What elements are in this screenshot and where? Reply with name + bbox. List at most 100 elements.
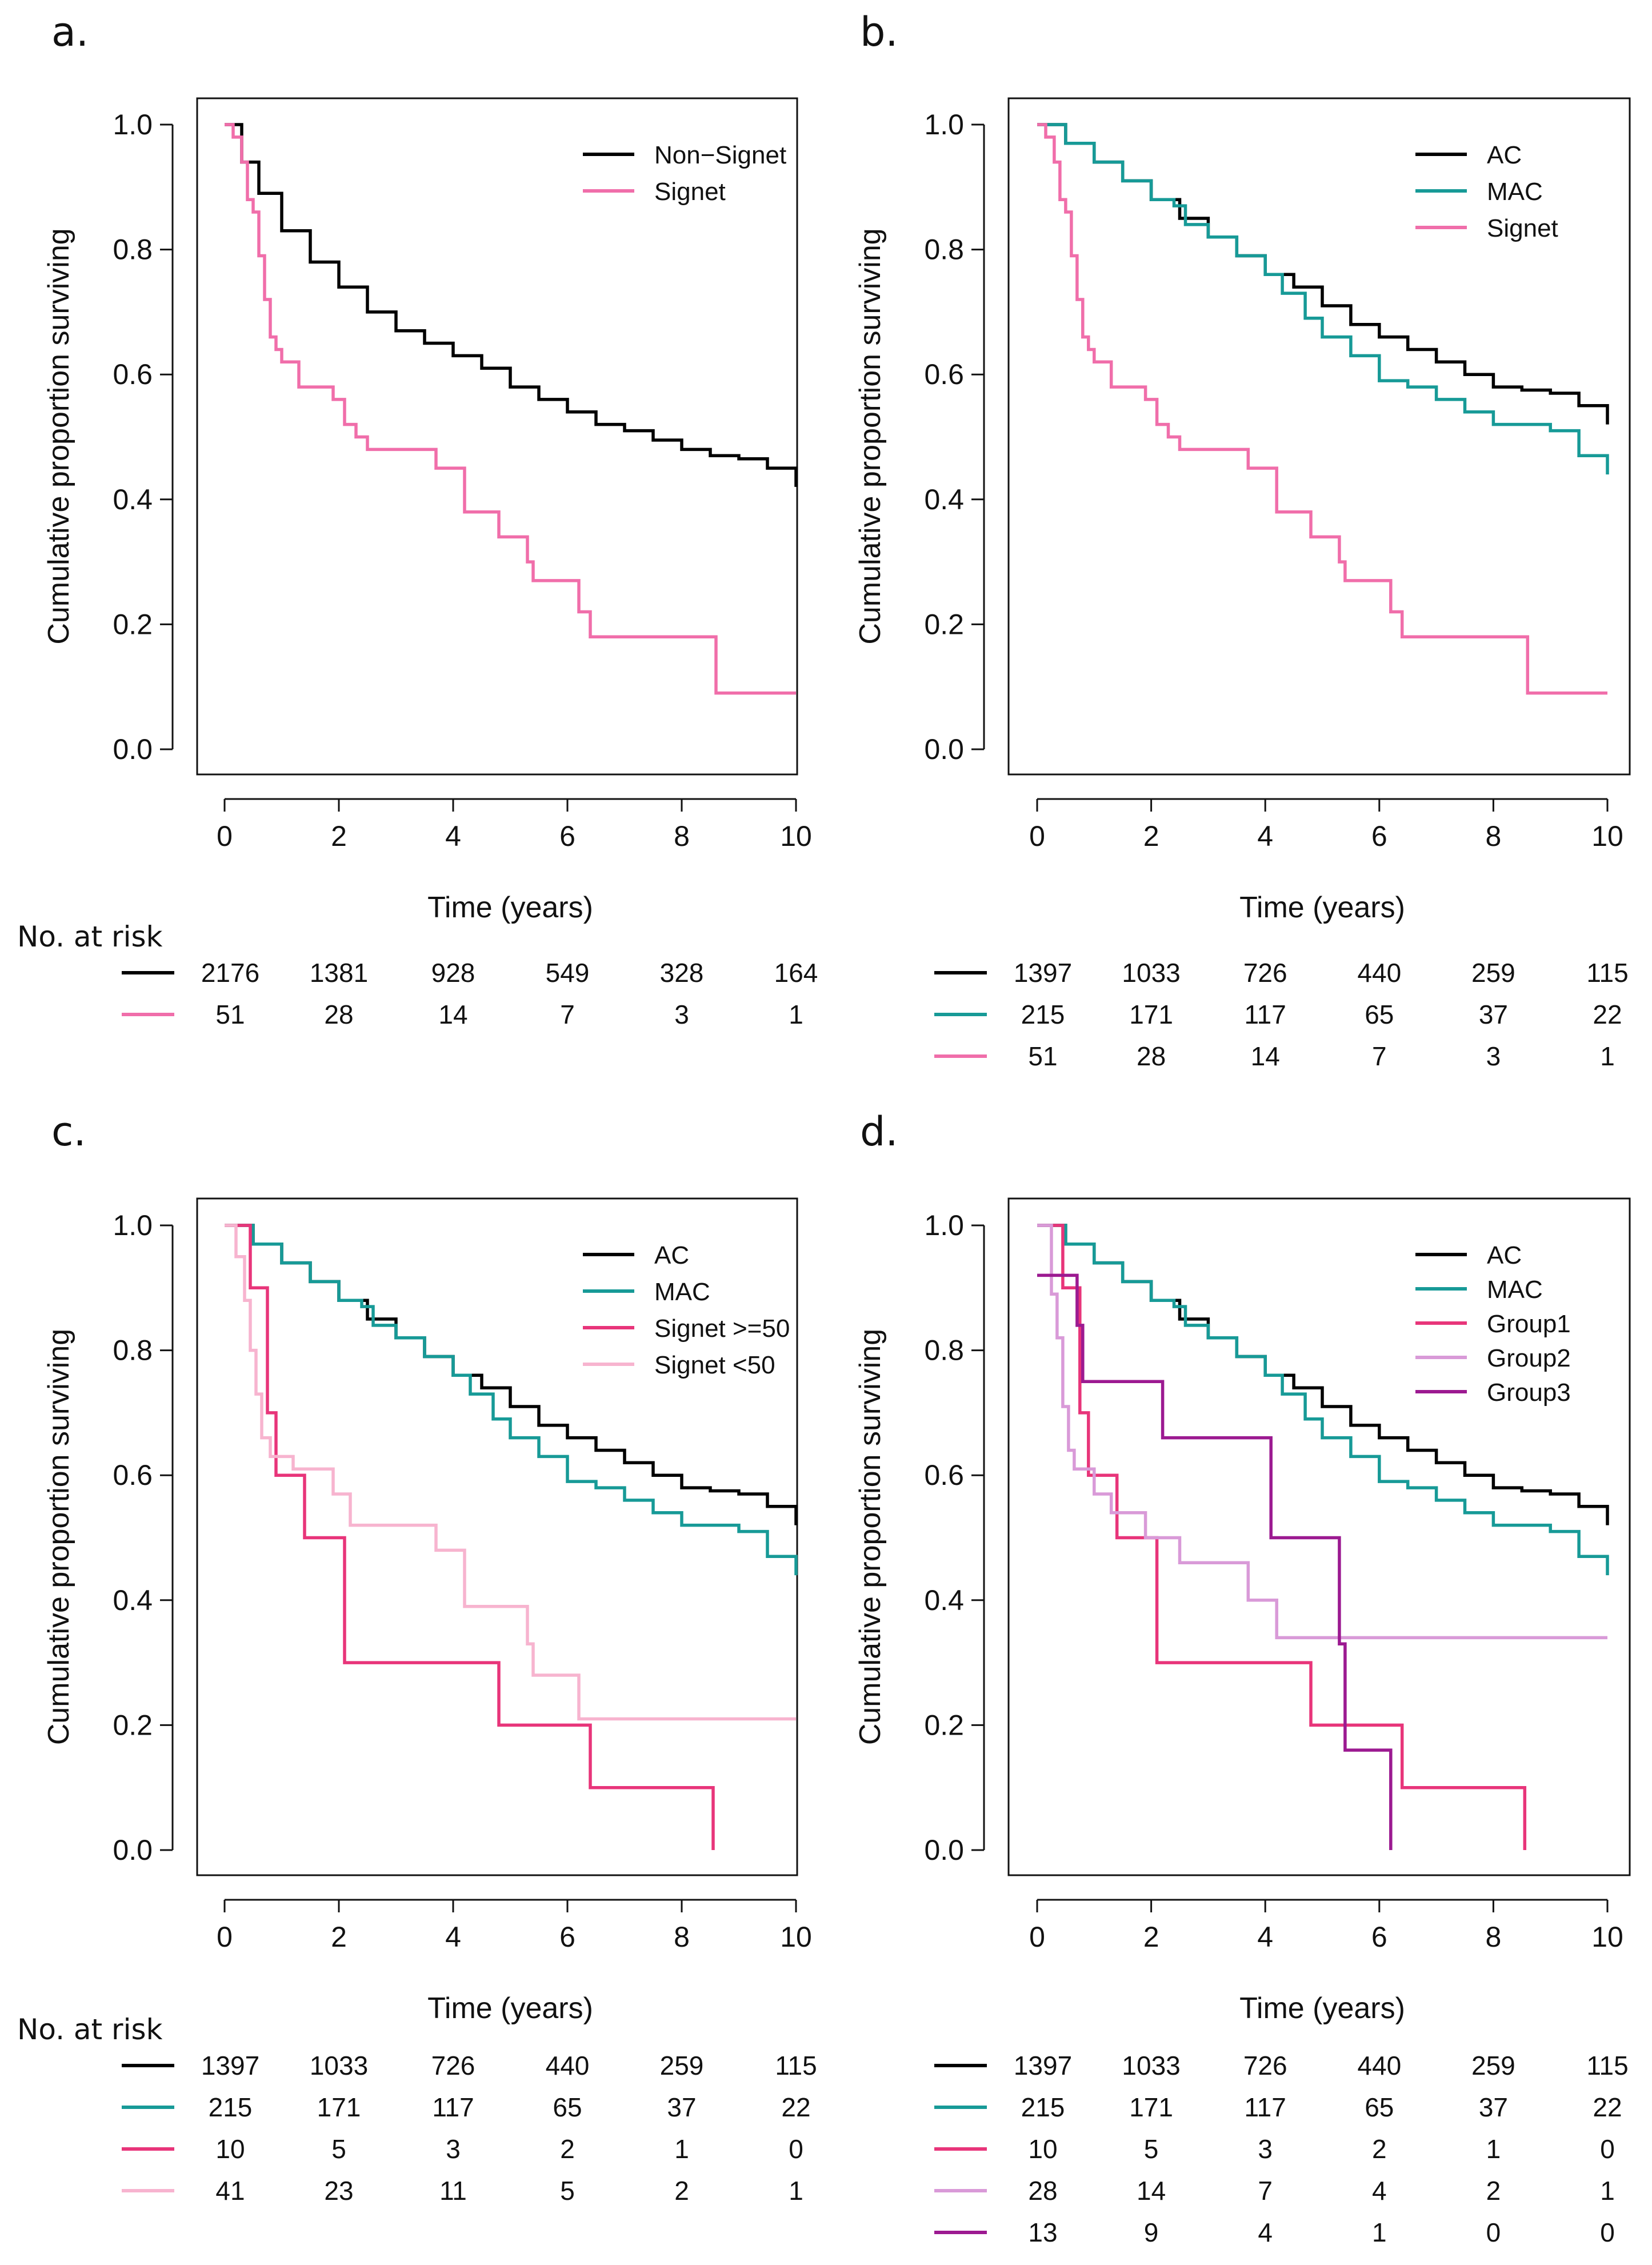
risk-count: 9 [1144,2218,1159,2247]
risk-count: 215 [209,2092,253,2122]
risk-count: 0 [1600,2218,1615,2247]
x-tick-label: 2 [331,1921,347,1953]
risk-table-header: No. at risk [17,920,163,953]
risk-count: 1033 [310,2051,368,2080]
risk-count: 164 [774,958,818,988]
y-tick-label: 0.6 [113,358,153,390]
y-tick-label: 0.4 [924,484,964,516]
risk-count: 37 [667,2092,696,2122]
risk-count: 22 [1593,2092,1622,2122]
risk-count: 14 [438,1000,467,1029]
risk-count: 51 [1028,1041,1057,1071]
risk-count: 117 [1245,2092,1286,2122]
x-tick-label: 4 [445,1921,461,1953]
x-tick-label: 6 [1371,1921,1387,1953]
legend-label: Group1 [1487,1310,1571,1338]
risk-count: 726 [1243,958,1287,988]
plot-frame [196,1197,798,1876]
risk-count: 1033 [1122,2051,1180,2080]
legend-label: MAC [1487,1276,1543,1304]
risk-count: 2 [674,2176,689,2206]
y-tick-label: 0.0 [113,733,153,765]
y-tick-label: 0.2 [924,1709,964,1741]
y-tick-label: 0.2 [113,1709,153,1741]
y-axis-title: Cumulative proportion surviving [854,1329,887,1745]
panel-label: b. [860,9,898,55]
risk-count: 22 [1593,1000,1622,1029]
risk-count: 5 [560,2176,575,2206]
legend-label: Signet <50 [654,1351,775,1379]
risk-count: 65 [553,2092,582,2122]
risk-count: 171 [1129,1000,1173,1029]
legend-label: Non−Signet [654,141,786,169]
survival-curve-group1 [1037,1224,1527,1850]
risk-count: 28 [1028,2176,1057,2206]
survival-curve-mac [1037,1224,1609,1576]
y-tick-label: 0.6 [924,1459,964,1491]
panel-label: c. [51,1108,86,1155]
x-tick-label: 0 [1029,1921,1045,1953]
risk-count: 115 [1586,2051,1628,2080]
risk-count: 5 [331,2134,346,2164]
risk-count: 3 [1258,2134,1273,2164]
risk-count: 171 [317,2092,361,2122]
survival-curve-signet-50 [225,1224,715,1850]
survival-curve-group3 [1037,1273,1393,1850]
survival-curve-mac [1037,123,1609,475]
y-tick-label: 0.2 [924,608,964,640]
x-tick-label: 10 [780,820,812,852]
risk-count: 726 [1243,2051,1287,2080]
risk-count: 22 [781,2092,810,2122]
y-tick-label: 0.8 [113,234,153,266]
plot-frame [196,97,798,776]
y-tick-label: 0.8 [924,1335,964,1367]
y-tick-label: 0.4 [113,484,153,516]
risk-count: 37 [1479,1000,1508,1029]
risk-count: 14 [1137,2176,1166,2206]
survival-curve-mac [225,1224,798,1576]
legend-label: AC [1487,141,1522,169]
risk-count: 117 [432,2092,474,2122]
x-tick-label: 10 [780,1921,812,1953]
y-tick-label: 1.0 [924,1209,964,1241]
risk-count: 440 [1357,2051,1401,2080]
risk-count: 10 [1028,2134,1057,2164]
risk-count: 7 [1258,2176,1273,2206]
risk-count: 1 [1600,2176,1615,2206]
risk-count: 10 [215,2134,245,2164]
risk-count: 259 [1471,958,1515,988]
risk-count: 5 [1144,2134,1159,2164]
x-tick-label: 8 [1485,820,1501,852]
risk-count: 1397 [1014,2051,1072,2080]
y-axis-title: Cumulative proportion surviving [42,228,75,644]
y-tick-label: 0.6 [924,358,964,390]
risk-count: 1381 [310,958,368,988]
risk-count: 1 [789,1000,803,1029]
risk-count: 7 [1372,1041,1387,1071]
risk-count: 14 [1251,1041,1280,1071]
panel-label: a. [51,9,89,55]
risk-count: 7 [560,1000,575,1029]
risk-count: 4 [1258,2218,1273,2247]
x-tick-label: 6 [559,820,575,852]
risk-count: 28 [324,1000,353,1029]
risk-count: 115 [775,2051,817,2080]
risk-count: 328 [660,958,704,988]
legend-label: Signet [1487,214,1558,242]
risk-count: 0 [1486,2218,1501,2247]
legend-label: Signet [654,178,726,206]
risk-count: 2 [1486,2176,1501,2206]
survival-curve-signet [225,123,796,695]
risk-count: 726 [431,2051,475,2080]
y-tick-label: 0.6 [113,1459,153,1491]
risk-count: 0 [789,2134,803,2164]
risk-count: 1397 [201,2051,259,2080]
risk-count: 115 [1586,958,1628,988]
risk-count: 1 [1600,1041,1615,1071]
risk-count: 1033 [1122,958,1180,988]
x-tick-label: 0 [1029,820,1045,852]
plot-frame [1007,97,1631,776]
risk-count: 3 [1486,1041,1501,1071]
